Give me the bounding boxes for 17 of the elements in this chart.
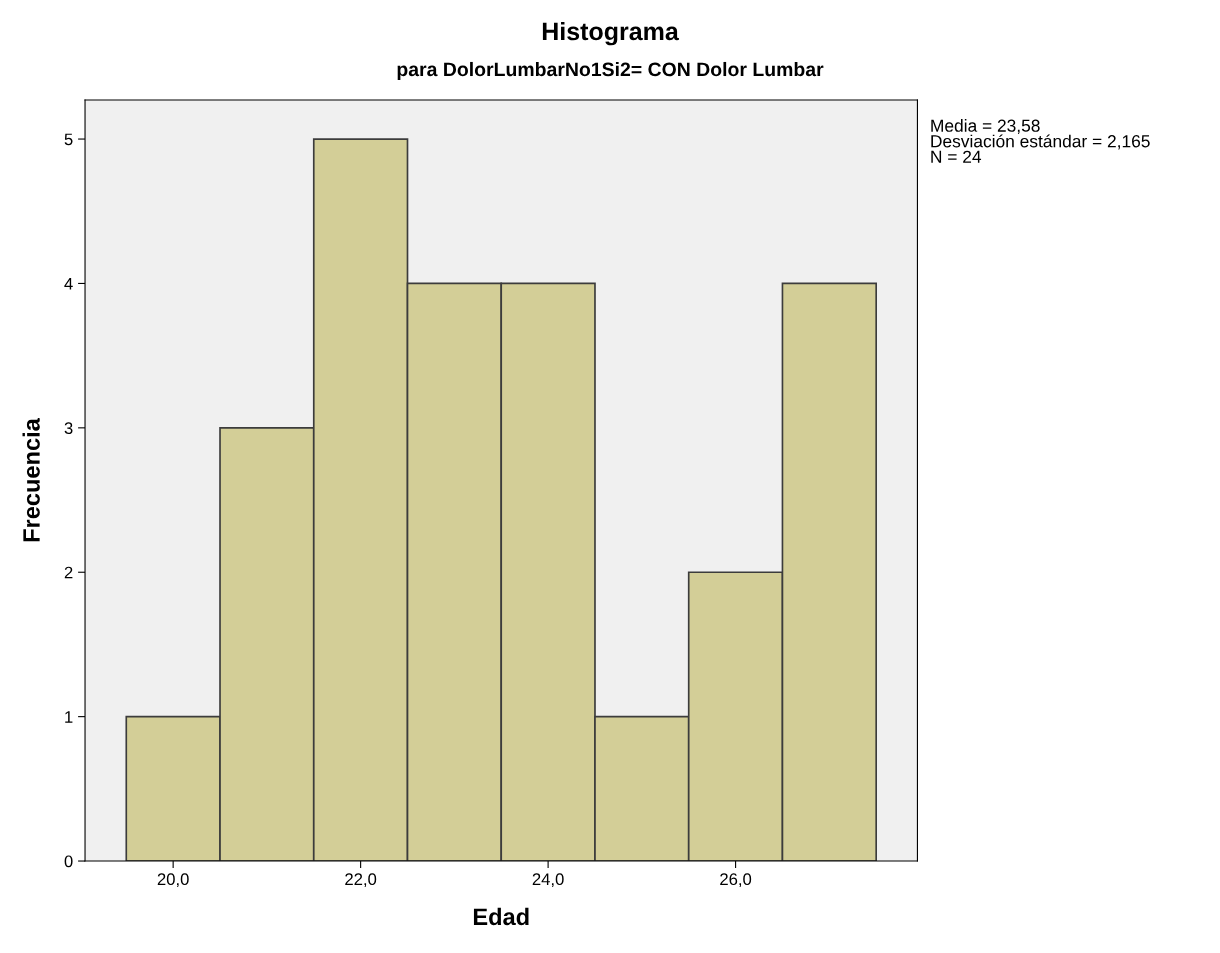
- y-tick-label: 5: [64, 133, 73, 146]
- y-tick-label: 4: [64, 278, 73, 290]
- y-tick-label: 3: [64, 422, 73, 435]
- x-tick-label: 24,0: [532, 873, 564, 888]
- y-tick-label: 2: [64, 566, 73, 579]
- text: N = 24: [931, 150, 982, 163]
- text: Desviación estándar = 2,165: [931, 134, 1150, 150]
- y-axis-title: Frecuencia: [22, 418, 40, 542]
- x-axis-title: Edad: [473, 907, 529, 926]
- x-tick-label: 26,0: [720, 873, 752, 888]
- y-tick-label: 0: [64, 855, 73, 868]
- chart-subtitle: para DolorLumbarNo1Si2= CON Dolor Lumbar: [397, 61, 824, 81]
- x-tick-label: 22,0: [345, 873, 377, 888]
- y-tick-label: 1: [65, 711, 73, 723]
- chart-title: Histograma: [542, 21, 679, 46]
- text: Media = 23,58: [931, 119, 1040, 134]
- x-tick-label: 20,0: [157, 873, 189, 888]
